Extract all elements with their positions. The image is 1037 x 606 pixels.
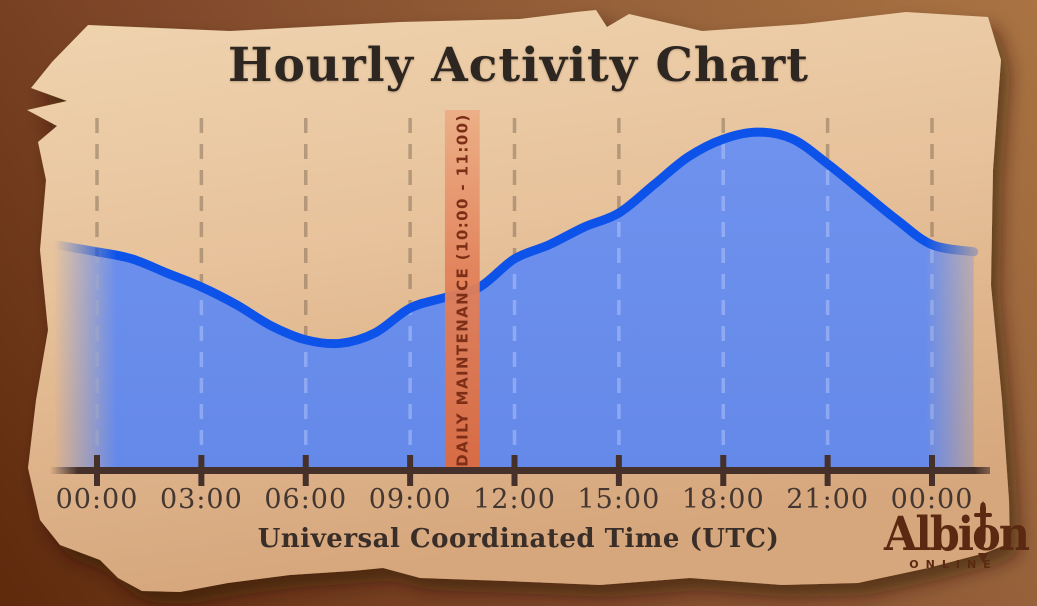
maintenance-band-rect: [444, 110, 480, 470]
activity-area: [55, 132, 974, 470]
axis-tick: [824, 455, 831, 486]
axis-tick: [407, 455, 414, 486]
axis-tick: [94, 455, 100, 486]
axis-tick: [615, 455, 622, 486]
x-axis-ticks: [94, 455, 935, 486]
axis-tick: [302, 455, 309, 486]
maintenance-band: DAILY MAINTENANCE (10:00 - 11:00): [444, 110, 480, 470]
axis-tick: [929, 455, 935, 486]
maintenance-band-label: DAILY MAINTENANCE (10:00 - 11:00): [453, 113, 471, 466]
axis-tick: [720, 455, 727, 486]
axis-tick: [198, 455, 205, 486]
x-axis-line: [50, 467, 990, 474]
activity-line: [50, 127, 979, 349]
axis-tick: [511, 455, 518, 486]
